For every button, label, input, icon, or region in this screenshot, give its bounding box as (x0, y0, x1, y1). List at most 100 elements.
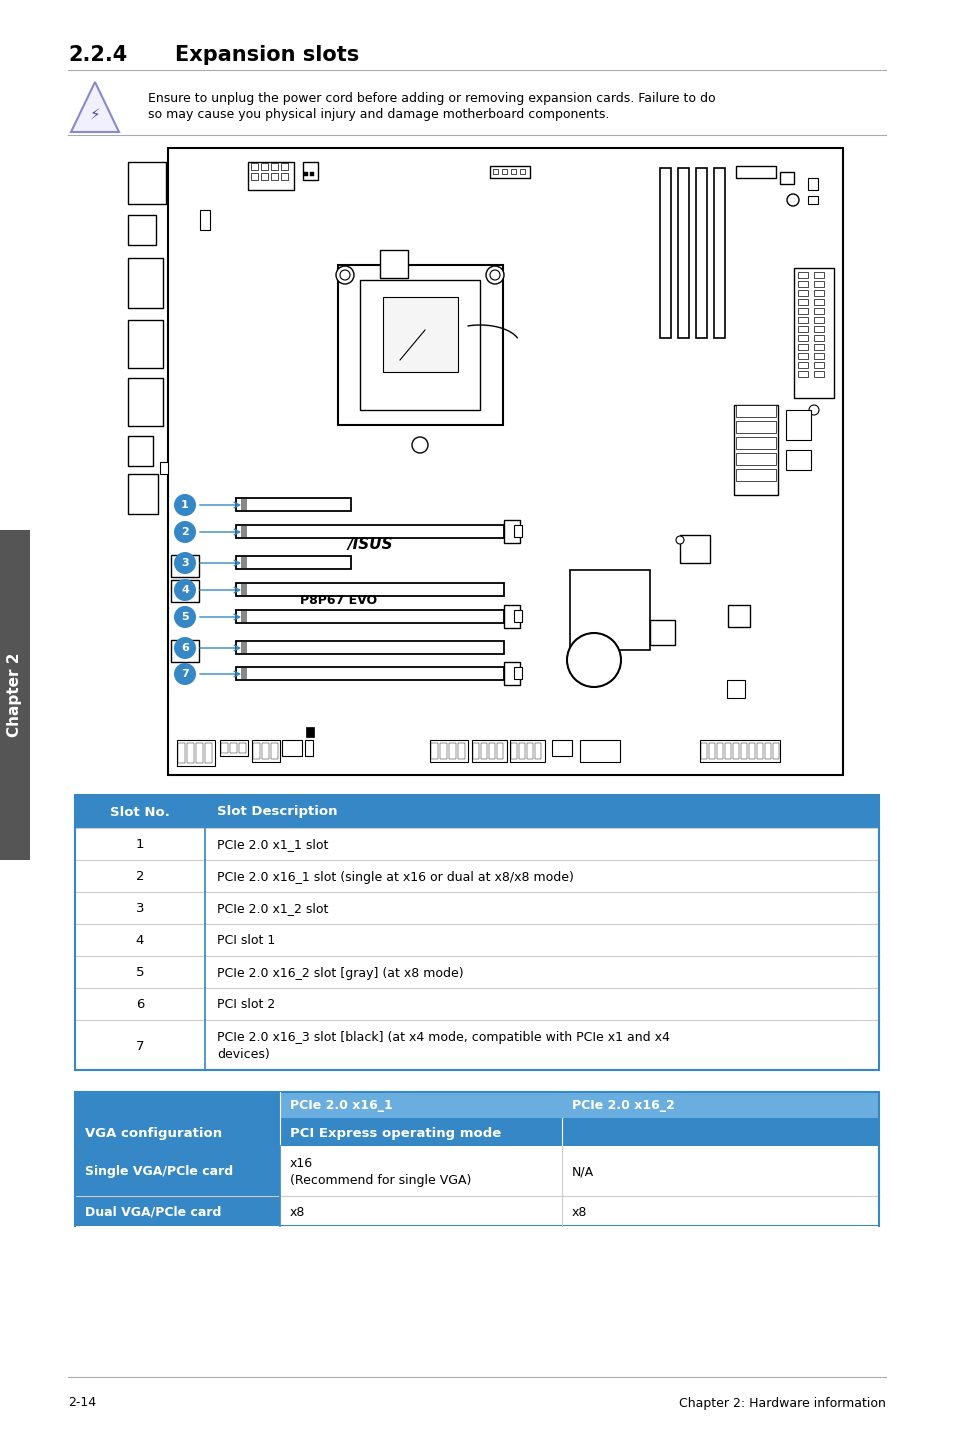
Circle shape (173, 521, 195, 544)
Bar (75, 1225, 878, 1227)
Text: PCI slot 2: PCI slot 2 (216, 998, 275, 1011)
Bar (449, 743, 456, 759)
Bar (813, 344, 823, 349)
Bar (813, 290, 823, 296)
Bar (793, 267, 833, 398)
Text: P8P67 EVO: P8P67 EVO (299, 594, 376, 607)
Bar (262, 743, 269, 759)
Bar (75, 1146, 878, 1196)
Bar (519, 170, 524, 174)
Bar (75, 1091, 878, 1146)
Text: 5: 5 (181, 613, 189, 623)
Text: 4: 4 (181, 585, 189, 595)
Bar (75, 795, 878, 828)
Text: PCIe 2.0 x1_1 slot: PCIe 2.0 x1_1 slot (216, 838, 328, 851)
Bar (503, 605, 519, 628)
Bar (253, 743, 260, 759)
Circle shape (485, 266, 503, 283)
Bar (797, 371, 807, 377)
Bar (128, 475, 158, 513)
Bar (678, 168, 688, 338)
Bar (75, 1146, 280, 1196)
Bar (75, 1091, 878, 1146)
Bar (797, 290, 807, 296)
Text: 7: 7 (135, 1040, 144, 1053)
Bar (75, 956, 878, 988)
Circle shape (173, 495, 195, 516)
Bar (235, 498, 351, 510)
Bar (187, 743, 193, 764)
Bar (171, 580, 199, 603)
Text: Dual VGA/PCle card: Dual VGA/PCle card (85, 1205, 221, 1218)
Bar (503, 521, 519, 544)
Bar (230, 743, 236, 754)
Bar (552, 741, 572, 756)
Bar (128, 436, 152, 466)
Circle shape (808, 406, 818, 416)
Bar (735, 469, 775, 480)
Bar (472, 741, 506, 762)
Bar (797, 326, 807, 332)
Bar (431, 743, 437, 759)
Text: x16
(Recommend for single VGA): x16 (Recommend for single VGA) (290, 1158, 471, 1186)
Circle shape (566, 633, 620, 687)
Text: Expansion slots: Expansion slots (174, 45, 359, 65)
Bar (708, 743, 714, 759)
Circle shape (339, 270, 350, 280)
Bar (252, 741, 280, 762)
Bar (75, 925, 878, 956)
Bar (518, 743, 524, 759)
Bar (239, 743, 246, 754)
Bar (430, 741, 468, 762)
Bar (813, 308, 823, 313)
Bar (241, 611, 247, 623)
Bar (807, 196, 817, 204)
Bar (128, 216, 156, 244)
Bar (813, 362, 823, 368)
Bar (797, 316, 807, 324)
Bar (510, 741, 544, 762)
Bar (261, 162, 268, 170)
Bar (700, 741, 780, 762)
Bar (735, 165, 775, 178)
Bar (271, 162, 277, 170)
Bar (579, 741, 619, 762)
Bar (735, 437, 775, 449)
Circle shape (412, 437, 428, 453)
Text: 2: 2 (181, 526, 189, 536)
Bar (235, 557, 351, 569)
Text: PCIe 2.0 x16_1: PCIe 2.0 x16_1 (290, 1100, 393, 1113)
Text: 6: 6 (181, 643, 189, 653)
Bar (696, 168, 706, 338)
Bar (797, 299, 807, 305)
Circle shape (335, 266, 354, 283)
Bar (735, 421, 775, 433)
Bar (813, 335, 823, 341)
Bar (797, 352, 807, 360)
Circle shape (173, 637, 195, 659)
Bar (359, 280, 479, 410)
Bar (235, 667, 503, 680)
Bar (569, 569, 649, 650)
Bar (535, 743, 540, 759)
Bar (281, 162, 288, 170)
Bar (281, 173, 288, 180)
Bar (735, 406, 775, 417)
Bar (700, 743, 706, 759)
Text: 2.2.4: 2.2.4 (68, 45, 127, 65)
Text: x8: x8 (290, 1205, 305, 1218)
Text: ⚡: ⚡ (90, 106, 100, 121)
Bar (735, 453, 775, 464)
Circle shape (173, 580, 195, 601)
Bar (128, 257, 163, 308)
Bar (75, 892, 878, 925)
Text: Slot Description: Slot Description (216, 805, 337, 818)
Text: 5: 5 (135, 966, 144, 979)
Bar (493, 170, 497, 174)
Bar (280, 1091, 878, 1117)
Text: PCIe 2.0 x1_2 slot: PCIe 2.0 x1_2 slot (216, 903, 328, 916)
Bar (128, 321, 163, 368)
Bar (282, 741, 302, 756)
Bar (733, 406, 778, 495)
Bar (241, 669, 247, 679)
